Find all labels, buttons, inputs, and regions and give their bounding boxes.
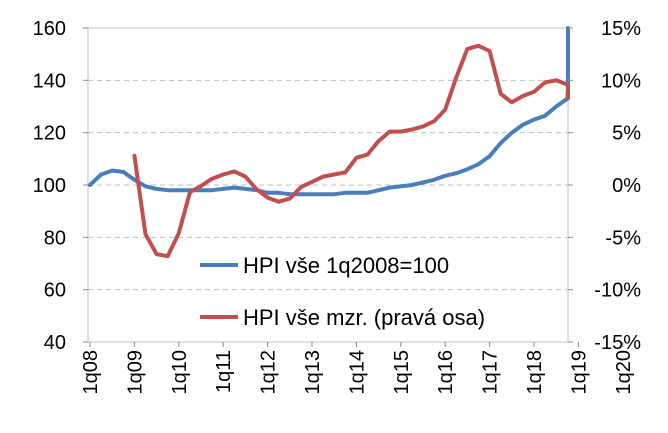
x-tick-label: 1q09 [124, 350, 146, 395]
y-left-tick-label: 100 [33, 175, 66, 197]
y-left-tick-label: 60 [44, 280, 66, 302]
series-line-hpi-yoy [132, 43, 570, 259]
y-right-tick-label: 10% [601, 70, 641, 92]
x-tick-label: 1q12 [258, 350, 280, 395]
x-tick-label: 1q18 [524, 350, 546, 395]
y-right-tick-label: 5% [612, 123, 641, 145]
x-tick-label: 1q10 [169, 350, 191, 395]
x-tick-label: 1q13 [302, 350, 324, 395]
y-right-tick-label: 15% [601, 18, 641, 40]
y-right-tick-label: 0% [612, 175, 641, 197]
legend-label-hpi-yoy: HPI vše mzr. (pravá osa) [243, 305, 485, 330]
x-tick-label: 1q20 [613, 350, 635, 395]
legend: HPI vše 1q2008=100 HPI vše mzr. (pravá o… [200, 253, 485, 330]
y-left-tick-label: 160 [33, 18, 66, 40]
legend-label-hpi-index: HPI vše 1q2008=100 [243, 253, 449, 278]
y-right-tick-label: -15% [594, 332, 641, 354]
x-tick-label: 1q11 [213, 350, 235, 393]
y-left-tick-label: 140 [33, 70, 66, 92]
x-tick-label: 1q14 [346, 350, 368, 395]
x-tick-label: 1q16 [435, 350, 457, 395]
gridlines [88, 79, 568, 291]
series-layer [88, 26, 570, 259]
y-right-tick-label: -5% [605, 227, 641, 249]
x-tick-label: 1q19 [568, 350, 590, 395]
y-right-tick-label: -10% [594, 280, 641, 302]
y-left-tick-label: 120 [33, 123, 66, 145]
x-tick-label: 1q08 [80, 350, 102, 395]
y-left-tick-label: 80 [44, 227, 66, 249]
y-left-tick-label: 40 [44, 332, 66, 354]
x-tick-label: 1q15 [391, 350, 413, 395]
axes: 40 -15% 60 -10% 80 -5% 100 0% 120 5% 140 10% 160 15% 1… [33, 18, 642, 395]
series-line-hpi-index [88, 26, 570, 197]
x-tick-label: 1q17 [480, 350, 502, 395]
